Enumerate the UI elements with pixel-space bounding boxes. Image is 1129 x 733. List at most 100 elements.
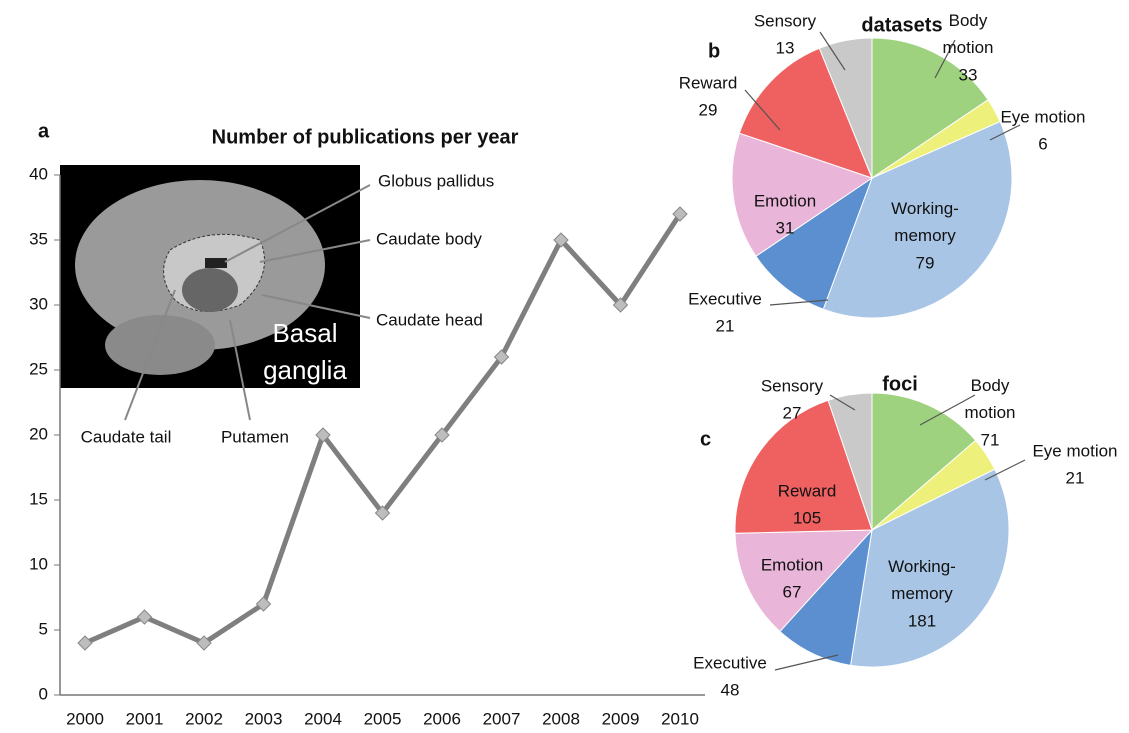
panel-label: a xyxy=(38,120,50,142)
y-tick-label: 40 xyxy=(29,164,48,183)
y-tick-label: 30 xyxy=(29,294,48,313)
putamen-shape xyxy=(182,268,238,312)
value-label: 6 xyxy=(1038,134,1047,153)
annotation: Caudate head xyxy=(376,310,483,329)
leader xyxy=(261,294,371,319)
x-tick-label: 2005 xyxy=(364,709,402,728)
marker xyxy=(136,609,153,625)
leader xyxy=(934,39,956,79)
chart-title: Number of publications per year xyxy=(212,126,519,148)
marker xyxy=(612,297,629,313)
value-label: 71 xyxy=(981,430,1000,449)
pie-slice xyxy=(827,392,873,531)
marker xyxy=(255,596,272,612)
panel-label: c xyxy=(700,428,711,450)
y-tick-label: 10 xyxy=(29,554,48,573)
y-tick-label: 0 xyxy=(39,684,48,703)
inset xyxy=(60,165,360,388)
slice-label: Executive xyxy=(688,289,762,308)
pie-slice xyxy=(734,529,874,633)
leader xyxy=(124,289,176,421)
value-label: 48 xyxy=(721,680,740,699)
x-tick-label: 2006 xyxy=(423,709,461,728)
pie-slice xyxy=(871,392,977,532)
x-tick-label: 2000 xyxy=(66,709,104,728)
leader xyxy=(744,89,781,131)
value-label: 31 xyxy=(776,218,795,237)
leader xyxy=(829,394,856,411)
chart-title: datasets xyxy=(861,14,942,36)
y-tick-label: 20 xyxy=(29,424,48,443)
marker xyxy=(77,635,93,651)
pie-slice xyxy=(755,176,874,310)
x-tick-label: 2007 xyxy=(483,709,521,728)
leader xyxy=(919,394,976,426)
marker xyxy=(315,427,331,443)
annotation: Putamen xyxy=(221,427,289,446)
leader xyxy=(769,299,829,306)
brain-lobe xyxy=(105,315,215,375)
leader xyxy=(259,239,371,263)
annotation: Basal xyxy=(272,318,337,348)
slice-label: Emotion xyxy=(754,191,816,210)
slice-label: Body motion xyxy=(964,376,1015,422)
leader xyxy=(984,459,1026,481)
pie-slice xyxy=(734,399,873,534)
x-tick-label: 2002 xyxy=(185,709,223,728)
x-tick-label: 2003 xyxy=(245,709,283,728)
slice-label: Emotion xyxy=(761,555,823,574)
value-label: 79 xyxy=(916,253,935,272)
value-label: 181 xyxy=(908,611,936,630)
marker xyxy=(374,505,391,521)
x-tick-label: 2010 xyxy=(661,709,699,728)
pie-slice xyxy=(738,47,873,179)
chart-title: foci xyxy=(882,373,918,395)
value-label: 27 xyxy=(783,403,802,422)
annotation: Caudate tail xyxy=(81,427,172,446)
marker xyxy=(553,232,569,248)
y-tick-label: 35 xyxy=(29,229,48,248)
slice-label: Reward xyxy=(679,73,738,92)
pie-slice xyxy=(849,468,1010,668)
panel-label: b xyxy=(708,40,720,62)
marker xyxy=(196,635,212,651)
pallidus-shape xyxy=(205,258,227,268)
annotation: ganglia xyxy=(263,355,347,385)
y-tick-label: 25 xyxy=(29,359,48,378)
pie-slice xyxy=(818,37,873,179)
marker xyxy=(672,206,688,222)
slice-label: Eye motion xyxy=(1000,107,1085,126)
slice-label: Working-memory xyxy=(888,557,956,603)
annotation: Globus pallidus xyxy=(378,171,494,190)
value-label: 13 xyxy=(776,38,795,57)
leader xyxy=(229,319,251,421)
slice-label: Body motion xyxy=(942,11,993,57)
value-label: 105 xyxy=(793,508,821,527)
slice-label: Sensory xyxy=(754,11,817,30)
slice-label: Working-memory xyxy=(891,199,959,245)
annotation: Caudate body xyxy=(376,229,482,248)
marker xyxy=(434,427,450,443)
leader xyxy=(989,124,1021,141)
x-tick-label: 2004 xyxy=(304,709,342,728)
value-label: 67 xyxy=(783,582,802,601)
value-label: 33 xyxy=(959,65,978,84)
y-tick-label: 5 xyxy=(39,619,48,638)
marker xyxy=(493,349,510,365)
slice-label: Reward xyxy=(778,481,837,500)
leader xyxy=(819,31,846,71)
leader xyxy=(774,654,839,671)
slice-label: Eye motion xyxy=(1032,441,1117,460)
leader xyxy=(224,184,371,263)
pie-slice xyxy=(731,132,874,257)
x-tick-label: 2009 xyxy=(602,709,640,728)
value-label: 21 xyxy=(1066,468,1085,487)
value-label: 21 xyxy=(716,316,735,335)
x-tick-label: 2008 xyxy=(542,709,580,728)
value-label: 29 xyxy=(699,100,718,119)
pie-slice xyxy=(822,120,1013,319)
inset-leaders xyxy=(124,184,371,421)
slice-label: Executive xyxy=(693,653,767,672)
x-tick-label: 2001 xyxy=(126,709,164,728)
